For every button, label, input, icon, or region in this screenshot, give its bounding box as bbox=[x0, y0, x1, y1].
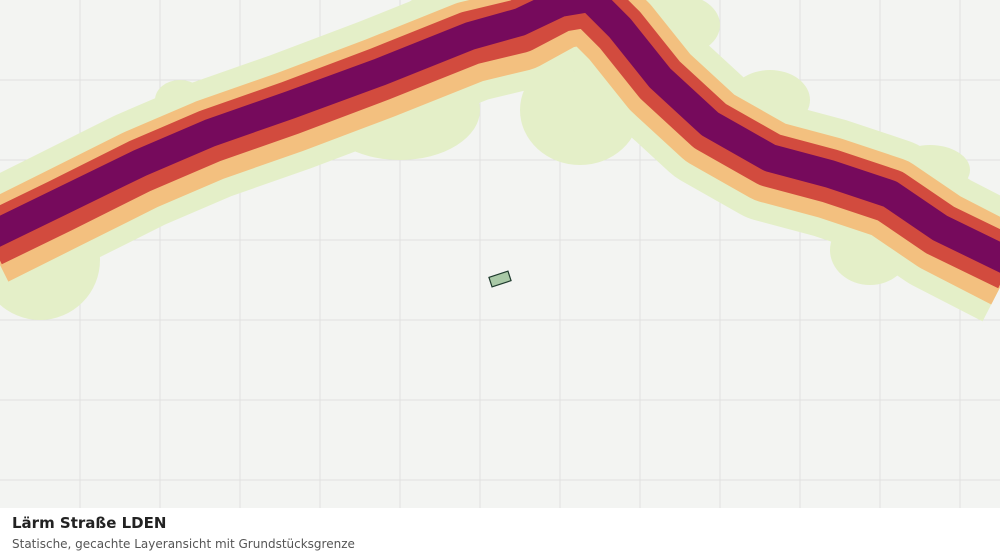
noise-bands bbox=[0, 0, 1000, 322]
caption: Lärm Straße LDEN Statische, gecachte Lay… bbox=[0, 508, 1000, 560]
map bbox=[0, 0, 1000, 508]
map-title: Lärm Straße LDEN bbox=[12, 514, 167, 532]
noise-band-very-high bbox=[0, 0, 1000, 273]
parcel-boundary bbox=[488, 270, 512, 288]
map-subtitle: Statische, gecachte Layeransicht mit Gru… bbox=[12, 537, 355, 551]
